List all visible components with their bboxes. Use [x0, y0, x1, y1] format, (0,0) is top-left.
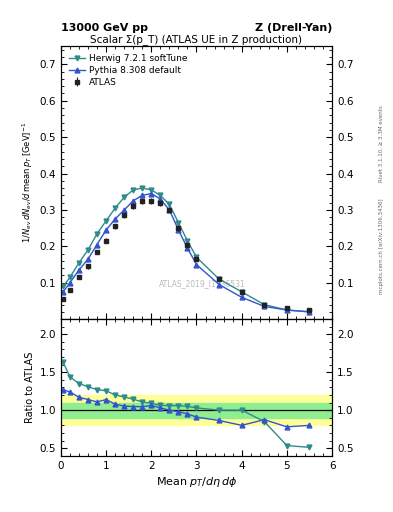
Pythia 8.308 default: [167, 207, 172, 213]
Herwig 7.2.1 softTune: [86, 247, 90, 253]
Text: ATLAS_2019_I1736531: ATLAS_2019_I1736531: [158, 279, 245, 288]
Pythia 8.308 default: [185, 245, 190, 251]
Herwig 7.2.1 softTune: [167, 201, 172, 207]
Herwig 7.2.1 softTune: [262, 302, 266, 308]
Herwig 7.2.1 softTune: [104, 218, 108, 224]
Herwig 7.2.1 softTune: [113, 205, 118, 211]
Pythia 8.308 default: [239, 294, 244, 301]
Pythia 8.308 default: [307, 309, 312, 315]
Pythia 8.308 default: [176, 227, 181, 233]
Line: Pythia 8.308 default: Pythia 8.308 default: [61, 191, 312, 314]
Herwig 7.2.1 softTune: [194, 254, 199, 260]
Herwig 7.2.1 softTune: [95, 230, 99, 237]
Herwig 7.2.1 softTune: [149, 187, 154, 193]
Herwig 7.2.1 softTune: [140, 185, 145, 191]
Pythia 8.308 default: [285, 307, 289, 313]
Pythia 8.308 default: [131, 198, 136, 204]
Text: 13000 GeV pp: 13000 GeV pp: [61, 23, 148, 33]
Herwig 7.2.1 softTune: [77, 260, 81, 266]
Herwig 7.2.1 softTune: [122, 194, 127, 200]
Pythia 8.308 default: [61, 289, 66, 295]
Pythia 8.308 default: [262, 303, 266, 309]
Herwig 7.2.1 softTune: [285, 307, 289, 313]
Text: mcplots.cern.ch [arXiv:1306.3436]: mcplots.cern.ch [arXiv:1306.3436]: [379, 198, 384, 293]
Herwig 7.2.1 softTune: [185, 238, 190, 244]
Herwig 7.2.1 softTune: [176, 220, 181, 226]
Y-axis label: Ratio to ATLAS: Ratio to ATLAS: [25, 352, 35, 423]
Pythia 8.308 default: [194, 262, 199, 268]
Herwig 7.2.1 softTune: [239, 289, 244, 295]
Herwig 7.2.1 softTune: [158, 193, 163, 199]
Herwig 7.2.1 softTune: [68, 274, 72, 281]
Legend: Herwig 7.2.1 softTune, Pythia 8.308 default, ATLAS: Herwig 7.2.1 softTune, Pythia 8.308 defa…: [66, 52, 190, 90]
Pythia 8.308 default: [77, 267, 81, 273]
Pythia 8.308 default: [217, 282, 222, 288]
Line: Herwig 7.2.1 softTune: Herwig 7.2.1 softTune: [61, 186, 312, 314]
X-axis label: Mean $p_T/d\eta\,d\phi$: Mean $p_T/d\eta\,d\phi$: [156, 475, 237, 489]
Pythia 8.308 default: [140, 193, 145, 199]
Herwig 7.2.1 softTune: [307, 309, 312, 315]
Pythia 8.308 default: [122, 207, 127, 213]
Text: Z (Drell-Yan): Z (Drell-Yan): [255, 23, 332, 33]
Pythia 8.308 default: [113, 216, 118, 222]
Pythia 8.308 default: [86, 256, 90, 262]
Pythia 8.308 default: [95, 242, 99, 248]
Pythia 8.308 default: [104, 227, 108, 233]
Herwig 7.2.1 softTune: [131, 187, 136, 193]
Text: Rivet 3.1.10, ≥ 3.3M events: Rivet 3.1.10, ≥ 3.3M events: [379, 105, 384, 182]
Herwig 7.2.1 softTune: [217, 276, 222, 282]
Pythia 8.308 default: [149, 190, 154, 197]
Herwig 7.2.1 softTune: [61, 283, 66, 289]
Title: Scalar Σ(p_T) (ATLAS UE in Z production): Scalar Σ(p_T) (ATLAS UE in Z production): [90, 34, 303, 45]
Y-axis label: $1/N_{ev}\,dN_{ev}/d\,\mathrm{mean}\,p_T\,[\mathrm{GeV}]^{-1}$: $1/N_{ev}\,dN_{ev}/d\,\mathrm{mean}\,p_T…: [21, 122, 35, 243]
Pythia 8.308 default: [68, 280, 72, 286]
Pythia 8.308 default: [158, 196, 163, 202]
